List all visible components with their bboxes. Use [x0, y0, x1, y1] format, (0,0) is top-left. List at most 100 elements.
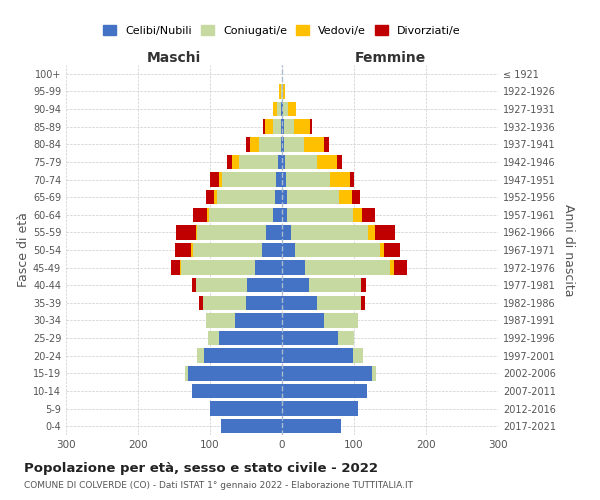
Bar [390, 260, 394, 275]
Bar [304, 137, 325, 152]
Bar [277, 102, 281, 117]
Bar [265, 120, 274, 134]
Bar [372, 366, 376, 380]
Bar [274, 208, 282, 222]
Bar [283, 84, 285, 98]
Bar [282, 243, 295, 257]
Bar [279, 84, 281, 98]
Bar [276, 172, 282, 186]
Bar [394, 260, 407, 275]
Bar [203, 296, 246, 310]
Bar [191, 243, 193, 257]
Bar [361, 278, 365, 292]
Bar [317, 154, 337, 169]
Bar [287, 190, 339, 204]
Text: Popolazione per età, sesso e stato civile - 2022: Popolazione per età, sesso e stato civil… [24, 462, 378, 475]
Bar [180, 260, 181, 275]
Bar [210, 402, 282, 416]
Bar [310, 120, 311, 134]
Y-axis label: Anni di nascita: Anni di nascita [562, 204, 575, 296]
Legend: Celibi/Nubili, Coniugati/e, Vedovi/e, Divorziati/e: Celibi/Nubili, Coniugati/e, Vedovi/e, Di… [99, 20, 465, 40]
Bar [282, 260, 305, 275]
Bar [239, 154, 278, 169]
Bar [246, 137, 250, 152]
Bar [218, 331, 282, 345]
Bar [281, 84, 282, 98]
Text: Maschi: Maschi [147, 51, 201, 65]
Bar [217, 190, 275, 204]
Y-axis label: Fasce di età: Fasce di età [17, 212, 30, 288]
Bar [288, 102, 296, 117]
Bar [339, 190, 352, 204]
Bar [350, 172, 354, 186]
Bar [310, 278, 361, 292]
Bar [227, 154, 232, 169]
Bar [209, 208, 274, 222]
Text: COMUNE DI COLVERDE (CO) - Dati ISTAT 1° gennaio 2022 - Elaborazione TUTTITALIA.I: COMUNE DI COLVERDE (CO) - Dati ISTAT 1° … [24, 481, 413, 490]
Bar [181, 260, 254, 275]
Bar [204, 348, 282, 363]
Bar [275, 190, 282, 204]
Bar [196, 225, 197, 240]
Bar [254, 260, 282, 275]
Bar [282, 348, 353, 363]
Bar [286, 172, 329, 186]
Bar [325, 137, 329, 152]
Bar [272, 102, 277, 117]
Bar [282, 102, 283, 117]
Bar [232, 154, 239, 169]
Bar [221, 419, 282, 434]
Bar [274, 120, 281, 134]
Bar [362, 208, 375, 222]
Bar [192, 278, 196, 292]
Bar [353, 208, 362, 222]
Bar [290, 225, 368, 240]
Bar [282, 225, 290, 240]
Bar [281, 102, 282, 117]
Bar [282, 402, 358, 416]
Bar [282, 331, 338, 345]
Bar [208, 331, 218, 345]
Bar [317, 296, 361, 310]
Bar [281, 120, 282, 134]
Bar [284, 120, 294, 134]
Bar [250, 137, 259, 152]
Bar [282, 366, 372, 380]
Bar [282, 84, 283, 98]
Bar [218, 172, 222, 186]
Bar [361, 296, 365, 310]
Bar [375, 225, 395, 240]
Bar [281, 137, 282, 152]
Bar [246, 296, 282, 310]
Bar [188, 366, 282, 380]
Bar [197, 225, 266, 240]
Bar [287, 208, 353, 222]
Bar [337, 154, 342, 169]
Bar [352, 190, 361, 204]
Bar [282, 190, 287, 204]
Bar [282, 314, 324, 328]
Bar [282, 154, 285, 169]
Bar [294, 120, 310, 134]
Bar [338, 331, 354, 345]
Bar [214, 190, 217, 204]
Bar [285, 154, 317, 169]
Bar [199, 296, 203, 310]
Bar [278, 154, 282, 169]
Bar [329, 172, 350, 186]
Bar [222, 172, 276, 186]
Bar [193, 208, 207, 222]
Bar [175, 243, 191, 257]
Bar [210, 172, 218, 186]
Bar [282, 172, 286, 186]
Bar [262, 243, 282, 257]
Bar [176, 225, 196, 240]
Bar [284, 137, 304, 152]
Bar [235, 314, 282, 328]
Bar [247, 278, 282, 292]
Bar [282, 419, 341, 434]
Bar [259, 137, 281, 152]
Bar [282, 120, 284, 134]
Bar [206, 190, 214, 204]
Bar [193, 243, 262, 257]
